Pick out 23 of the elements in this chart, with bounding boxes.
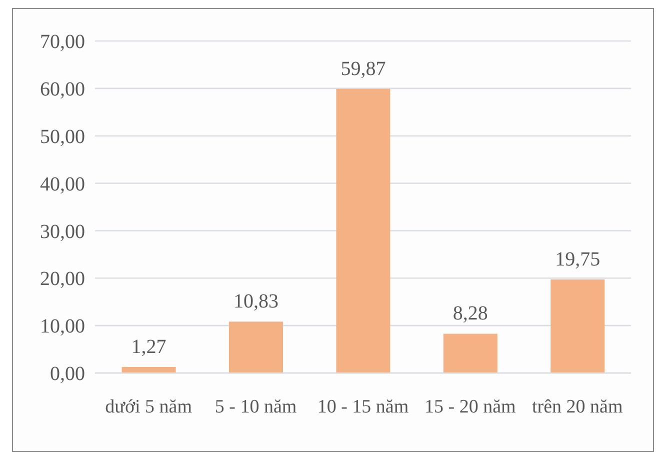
x-tick-label: 15 - 20 năm: [424, 396, 516, 418]
bar: [229, 322, 283, 373]
bar: [443, 334, 498, 373]
data-label: 8,28: [452, 302, 488, 325]
y-tick-label: 30,00: [40, 220, 85, 243]
y-tick-label: 40,00: [40, 173, 85, 196]
y-tick-label: 70,00: [40, 31, 85, 54]
bar: [550, 279, 605, 373]
bar: [336, 89, 390, 373]
y-tick-label: 50,00: [40, 126, 85, 148]
data-label: 19,75: [555, 248, 600, 270]
x-tick-label: trên 20 năm: [532, 396, 623, 418]
x-tick-label: 10 - 15 năm: [317, 396, 409, 418]
y-tick-label: 60,00: [40, 78, 85, 101]
data-label: 10,83: [234, 290, 278, 313]
data-label: 59,87: [340, 58, 386, 80]
y-tick-label: 20,00: [40, 268, 85, 290]
x-tick-label: dưới 5 năm: [105, 396, 192, 418]
y-tick-label: 10,00: [40, 316, 85, 338]
data-label: 1,27: [131, 336, 166, 358]
y-tick-label: 0,00: [50, 363, 85, 386]
x-tick-label: 5 - 10 năm: [214, 396, 297, 418]
bar: [122, 366, 176, 373]
